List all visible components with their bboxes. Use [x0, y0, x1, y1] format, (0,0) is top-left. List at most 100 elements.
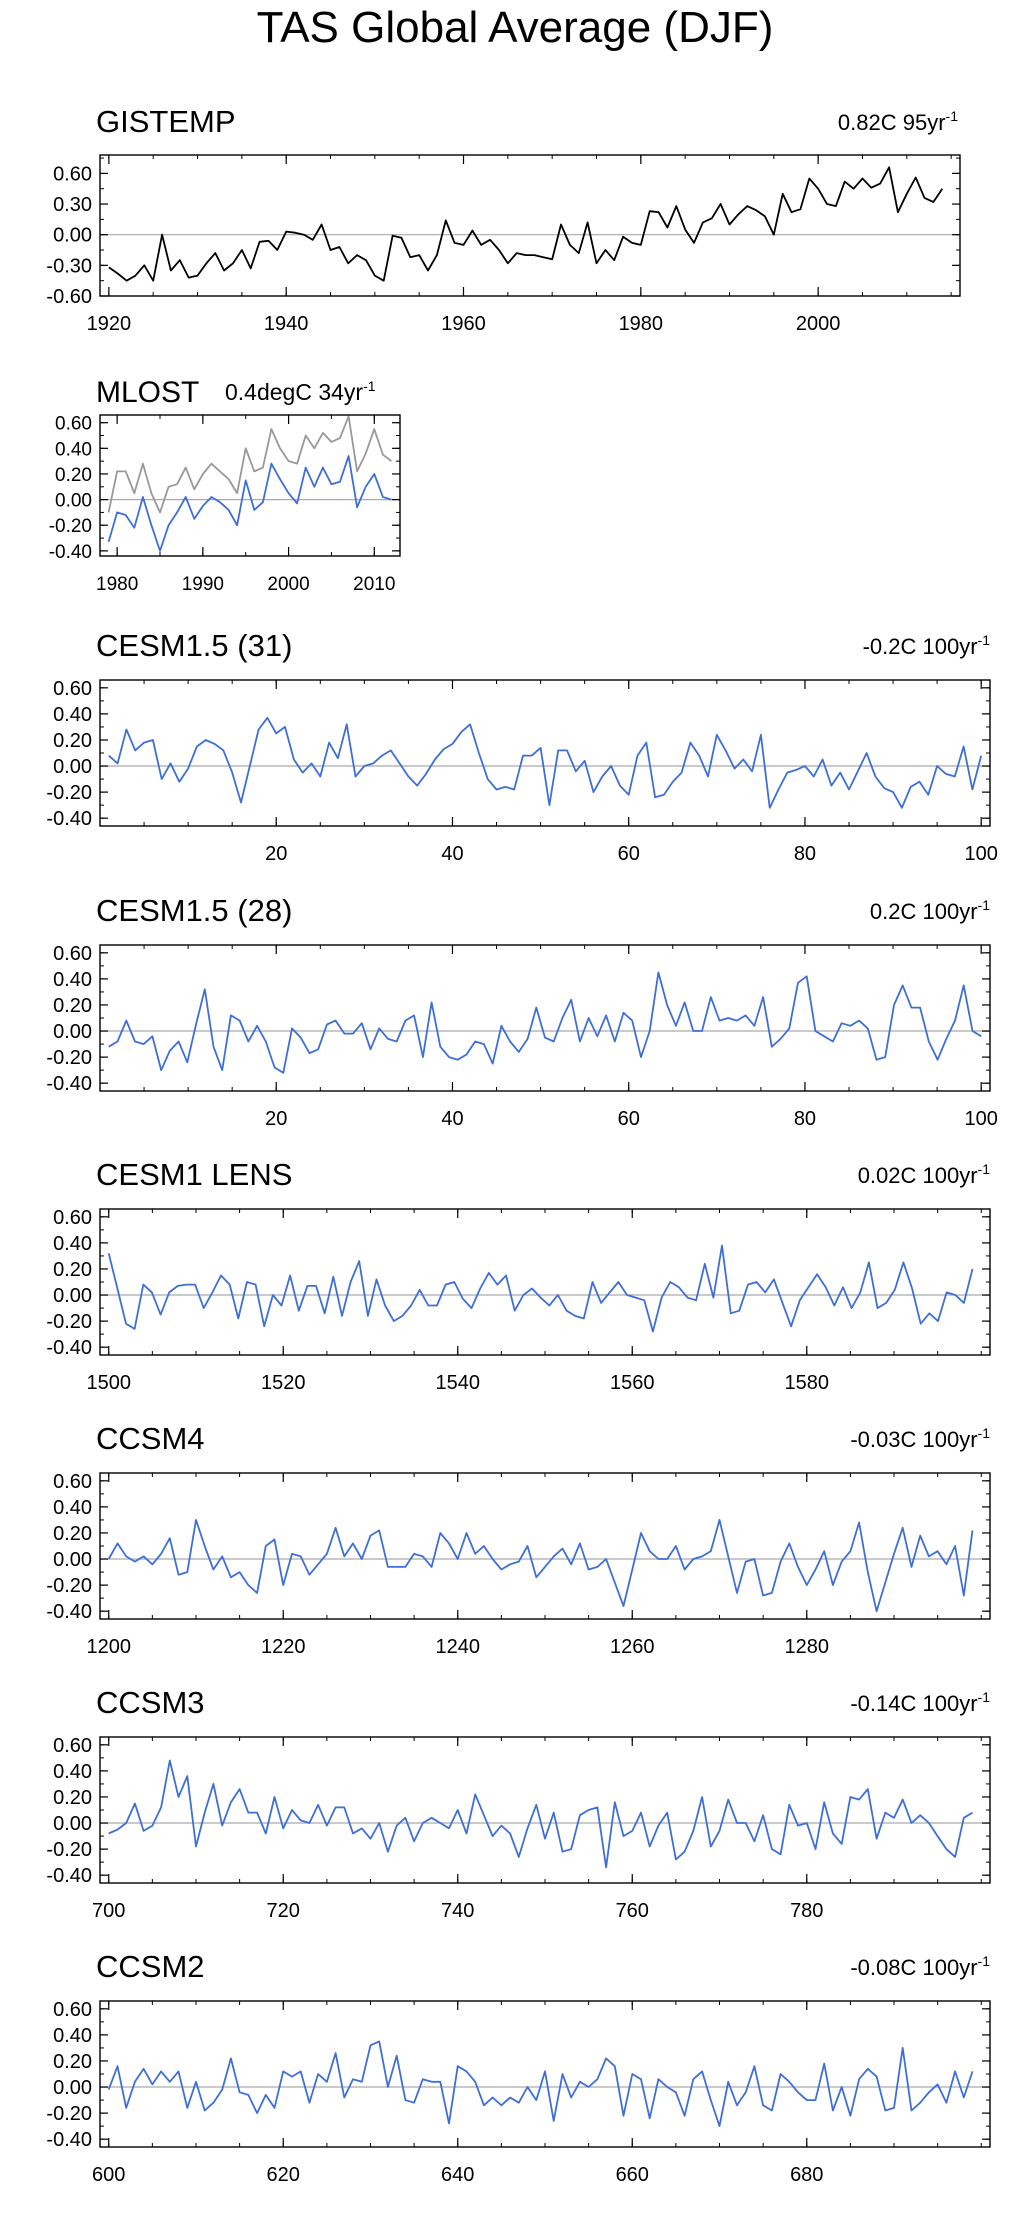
- x-tick-label: 20: [265, 843, 287, 865]
- panel-title: CCSM2: [96, 1949, 205, 1984]
- x-tick-label: 40: [441, 1108, 463, 1130]
- x-tick-label: 1940: [264, 313, 309, 335]
- y-tick-label: -0.40: [46, 1073, 92, 1095]
- y-tick-label: 0.40: [53, 1233, 92, 1255]
- y-tick-label: -0.20: [46, 1575, 92, 1597]
- x-tick-label: 640: [441, 2164, 474, 2186]
- chart-panel-2: MLOST 0.4degC 34yr-1 0.60 0.40 0.20 0.00 -0.20…: [49, 376, 401, 595]
- y-tick-label: 0.00: [53, 1813, 92, 1835]
- panel-title: CESM1.5 (31): [96, 628, 292, 663]
- x-tick-label: 40: [441, 843, 463, 865]
- y-tick-label: 0.60: [53, 1207, 92, 1229]
- y-tick-label: 0.40: [53, 704, 92, 726]
- y-tick-label: 0.60: [53, 1999, 92, 2021]
- y-tick-label: 0.20: [55, 465, 92, 486]
- x-tick-label: 1960: [441, 313, 486, 335]
- y-tick-label: 0.40: [53, 2025, 92, 2047]
- y-tick-label: -0.40: [46, 2129, 92, 2151]
- y-tick-label: 0.00: [53, 1285, 92, 1307]
- trend-exponent: -1: [978, 1425, 991, 1441]
- y-tick-label: 0.60: [53, 1471, 92, 1493]
- y-tick-label: -0.40: [46, 1337, 92, 1359]
- y-tick-label: -0.20: [46, 782, 92, 804]
- panel-title: CCSM3: [96, 1685, 205, 1720]
- trend-value: 0.82C 95yr: [838, 110, 946, 135]
- y-tick-label: 0.40: [53, 1761, 92, 1783]
- y-tick-label: -0.20: [49, 516, 92, 537]
- x-tick-label: 1540: [435, 1372, 480, 1394]
- y-tick-label: 0.00: [53, 1549, 92, 1571]
- trend-label: -0.08C 100yr-1: [850, 1953, 990, 1980]
- y-tick-label: 0.00: [53, 225, 92, 247]
- x-tick-label: 100: [965, 843, 998, 865]
- x-tick-label: 2000: [267, 574, 309, 595]
- x-tick-label: 80: [794, 1108, 816, 1130]
- trend-label: 0.82C 95yr-1: [838, 108, 958, 135]
- y-tick-label: 0.20: [53, 2051, 92, 2073]
- chart-panel-5: CESM1 LENS 0.02C 100yr-1 0.60 0.40 0.20 0.00 -…: [46, 1157, 991, 1394]
- trend-value: 0.4degC 34yr: [225, 379, 363, 405]
- y-tick-label: 0.00: [53, 1021, 92, 1043]
- x-tick-label: 760: [616, 1900, 649, 1922]
- panel-title: CESM1 LENS: [96, 1157, 292, 1192]
- trend-value: -0.14C 100yr: [850, 1691, 977, 1716]
- trend-exponent: -1: [363, 378, 376, 394]
- x-tick-label: 700: [92, 1900, 125, 1922]
- x-tick-label: 1200: [86, 1636, 131, 1658]
- plot-frame: [99, 679, 991, 827]
- series-line-2: [107, 415, 392, 514]
- trend-label: 0.2C 100yr-1: [870, 897, 990, 924]
- y-tick-label: 0.20: [53, 1787, 92, 1809]
- panel-title: MLOST: [96, 376, 199, 409]
- x-tick-label: 720: [267, 1900, 300, 1922]
- x-tick-label: 780: [790, 1900, 823, 1922]
- plot-frame: [99, 1208, 991, 1356]
- panel-title: CCSM4: [96, 1421, 205, 1456]
- x-tick-label: 1240: [435, 1636, 480, 1658]
- chart-panel-3: CESM1.5 (31) -0.2C 100yr-1 0.60 0.40 0.20 0.0…: [46, 628, 997, 865]
- plot-frame: [99, 154, 961, 297]
- y-tick-label: -0.40: [46, 1601, 92, 1623]
- trend-label: -0.03C 100yr-1: [850, 1425, 990, 1452]
- chart-panel-7: CCSM3 -0.14C 100yr-1 0.60 0.40 0.20 0.00 -0.20…: [46, 1685, 991, 1922]
- trend-value: -0.03C 100yr: [850, 1427, 977, 1452]
- trend-value: -0.2C 100yr: [863, 634, 978, 659]
- chart-panel-8: CCSM2 -0.08C 100yr-1 0.60 0.40 0.20 0.00 -0.20…: [46, 1949, 991, 2186]
- x-tick-label: 60: [618, 1108, 640, 1130]
- series-line-1: [107, 1519, 974, 1613]
- trend-exponent: -1: [978, 1953, 991, 1969]
- y-tick-label: -0.20: [46, 1839, 92, 1861]
- plot-frame: [99, 1736, 991, 1884]
- y-tick-label: -0.20: [46, 2103, 92, 2125]
- y-tick-label: -0.30: [46, 255, 92, 277]
- series-line-1: [107, 2040, 974, 2128]
- y-tick-label: 0.20: [53, 995, 92, 1017]
- y-tick-label: 0.20: [53, 1523, 92, 1545]
- chart-panel-4: CESM1.5 (28) 0.2C 100yr-1 0.60 0.40 0.20 0.00…: [46, 893, 997, 1130]
- x-tick-label: 1220: [261, 1636, 306, 1658]
- chart-panel-6: CCSM4 -0.03C 100yr-1 0.60 0.40 0.20 0.00 -0.20…: [46, 1421, 991, 1658]
- y-tick-label: 0.60: [55, 414, 92, 435]
- trend-label: 0.02C 100yr-1: [858, 1161, 991, 1188]
- y-tick-label: 0.60: [53, 163, 92, 185]
- y-tick-label: 0.40: [53, 969, 92, 991]
- y-tick-label: 0.40: [53, 1497, 92, 1519]
- trend-exponent: -1: [946, 108, 959, 124]
- y-tick-label: -0.20: [46, 1311, 92, 1333]
- y-tick-label: 0.60: [53, 943, 92, 965]
- x-tick-label: 1980: [96, 574, 138, 595]
- x-tick-label: 1500: [86, 1372, 131, 1394]
- trend-label: -0.2C 100yr-1: [863, 632, 991, 659]
- y-tick-label: 0.20: [53, 1259, 92, 1281]
- panel-title: CESM1.5 (28): [96, 893, 292, 928]
- y-tick-label: -0.40: [46, 808, 92, 830]
- series-line-1: [108, 1759, 973, 1869]
- x-tick-label: 20: [265, 1108, 287, 1130]
- x-tick-label: 100: [965, 1108, 998, 1130]
- x-tick-label: 740: [441, 1900, 474, 1922]
- y-tick-label: 0.00: [53, 2077, 92, 2099]
- plot-frame: [99, 944, 991, 1092]
- trend-value: 0.2C 100yr: [870, 899, 978, 924]
- trend-label: 0.4degC 34yr-1: [225, 378, 376, 405]
